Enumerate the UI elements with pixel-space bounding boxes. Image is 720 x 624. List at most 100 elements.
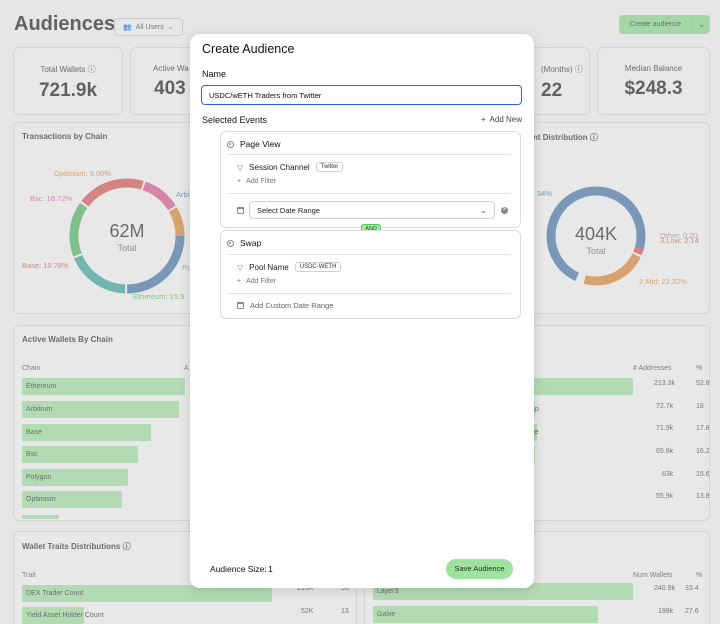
filter-name[interactable]: Session Channel [249, 162, 310, 172]
chevron-down-icon[interactable]: ⌄ [692, 20, 710, 29]
cell-pct: 18 [696, 403, 704, 410]
filter-name[interactable]: Pool Name [249, 262, 289, 272]
event-remove-icon[interactable] [227, 140, 234, 148]
cell-count: 52K [301, 608, 314, 615]
column-header-pct: % [696, 572, 703, 579]
selected-events-label: Selected Events [202, 115, 268, 125]
info-icon: ⓘ [87, 65, 96, 74]
cell-pct: 27.6 [685, 608, 699, 615]
donut-center: 404K Total [566, 224, 626, 256]
table-row: Bsc [22, 446, 138, 463]
event-header: Page View [227, 139, 280, 149]
user-filter-label: All Users [135, 23, 164, 31]
page-title: Audiences [14, 13, 116, 35]
cell-pct: 53 [341, 585, 349, 592]
donut-label: Bsc: 16.72% [30, 194, 73, 203]
donut-total-label: Total [586, 246, 606, 256]
donut-label: 2.Mid: 22.32% [639, 277, 687, 286]
cell-addresses: 55.9k [656, 493, 674, 500]
event-remove-icon[interactable] [227, 239, 234, 247]
distribution-donut [546, 186, 646, 286]
event-header: Swap [227, 238, 261, 248]
column-header: A [184, 365, 189, 372]
stat-card-median-balance: Median Balance $248.3 [597, 47, 710, 115]
donut-label: 34% [537, 189, 553, 198]
stat-value: 403 [154, 78, 186, 99]
filter-value-tag[interactable]: Twitter [315, 162, 344, 172]
filter-icon: ▽ [237, 262, 244, 272]
table-row-partial [22, 515, 59, 519]
donut-label: Base: 19.78% [22, 261, 69, 270]
users-icon: 👥 [123, 24, 132, 31]
cell-pct: 16.2 [696, 448, 710, 455]
donut-segment-high [546, 186, 646, 286]
filter-row: ▽ Session Channel Twitter [237, 162, 344, 172]
cell-addresses: 63k [662, 471, 674, 478]
donut-total-value: 62M [109, 221, 145, 241]
add-filter-button[interactable]: + Add Filter [237, 178, 276, 185]
cell-pct: 17.8 [696, 425, 710, 432]
stat-card-total-wallets: Total Wallets ⓘ 721.9k [13, 47, 123, 115]
event-name: Page View [240, 139, 281, 149]
audience-size-value: 1 [268, 564, 273, 574]
stat-value: 721.9k [38, 80, 98, 101]
card-title: Wallet Traits Distributions ⓘ [22, 542, 131, 551]
donut-label: 3.Low: 2.14 [660, 236, 699, 245]
card-title: Transactions by Chain [22, 132, 108, 141]
plus-icon: + [480, 115, 486, 124]
add-new-label: Add New [489, 115, 522, 124]
plus-icon: + [237, 178, 242, 185]
donut-label: Po [182, 263, 192, 272]
filter-value-tag[interactable]: USDC-WETH [294, 262, 342, 272]
user-filter-dropdown[interactable]: 👥 All Users ⌄ [114, 18, 183, 36]
create-audience-modal: Create Audience Name Selected Events + A… [190, 34, 534, 588]
cell-addresses: 71.9k [656, 425, 674, 432]
divider [227, 154, 510, 155]
cell-num: 199k [658, 608, 674, 615]
cell-pct: 52.8 [696, 380, 710, 387]
divider [227, 193, 510, 194]
save-audience-button[interactable]: Save Audience [446, 559, 513, 579]
remove-date-range-icon[interactable]: × [501, 207, 508, 214]
filter-icon: ▽ [237, 162, 244, 172]
wallets-card: Num Wallets % Layer3 240.9k 33.4 Galxe 1… [364, 531, 710, 624]
event-card-swap: Swap ▽ Pool Name USDC-WETH + Add Filter … [220, 230, 521, 319]
add-custom-date-range-button[interactable]: Add Custom Date Range [237, 301, 333, 310]
table-row: Polygon [22, 469, 128, 486]
cell-pct: 15.6 [696, 471, 710, 478]
cell-addresses: 65.6k [656, 448, 674, 455]
add-filter-label: Add Filter [246, 178, 277, 185]
stat-value: $248.3 [624, 78, 683, 99]
table-row: DEX Trader Count [22, 585, 272, 602]
name-label: Name [202, 69, 227, 79]
calendar-icon [237, 302, 244, 309]
donut-segment-base [69, 178, 185, 294]
donut-total-label: Total [117, 243, 137, 253]
column-header-addresses: # Addresses [633, 365, 672, 372]
column-header-num-wallets: Num Wallets [633, 572, 673, 579]
cell-count: 213K [297, 585, 314, 592]
column-header-chain: Chain [22, 365, 41, 372]
divider [227, 254, 510, 255]
date-range-select-label: Select Date Range [257, 205, 320, 215]
donut-segment-ethereum [69, 178, 185, 294]
column-header-trait: Trait [22, 572, 36, 579]
date-range-select[interactable]: Select Date Range ⌄ [249, 201, 495, 219]
add-new-event-button[interactable]: + Add New [481, 115, 522, 124]
event-card-page-view: Page View ▽ Session Channel Twitter + Ad… [220, 131, 521, 228]
cell-addresses: 213.3k [654, 380, 676, 387]
table-row: Galxe [373, 606, 598, 623]
filter-row: ▽ Pool Name USDC-WETH [237, 262, 342, 272]
create-audience-button[interactable]: Create audience ⌄ [619, 15, 710, 34]
audience-size-label: Audience Size: [210, 564, 267, 574]
card-title: nt Distribution ⓘ [533, 133, 598, 142]
create-audience-label: Create audience [629, 21, 682, 28]
column-header-pct: % [696, 365, 703, 372]
modal-title: Create Audience [202, 42, 295, 56]
add-filter-button[interactable]: + Add Filter [237, 278, 276, 285]
cell-pct: 13.8 [696, 493, 710, 500]
audience-name-input[interactable] [201, 85, 522, 105]
donut-label: Other: 0.20 [660, 231, 698, 240]
add-filter-label: Add Filter [246, 278, 277, 285]
donut-segment-optimism [69, 178, 185, 294]
